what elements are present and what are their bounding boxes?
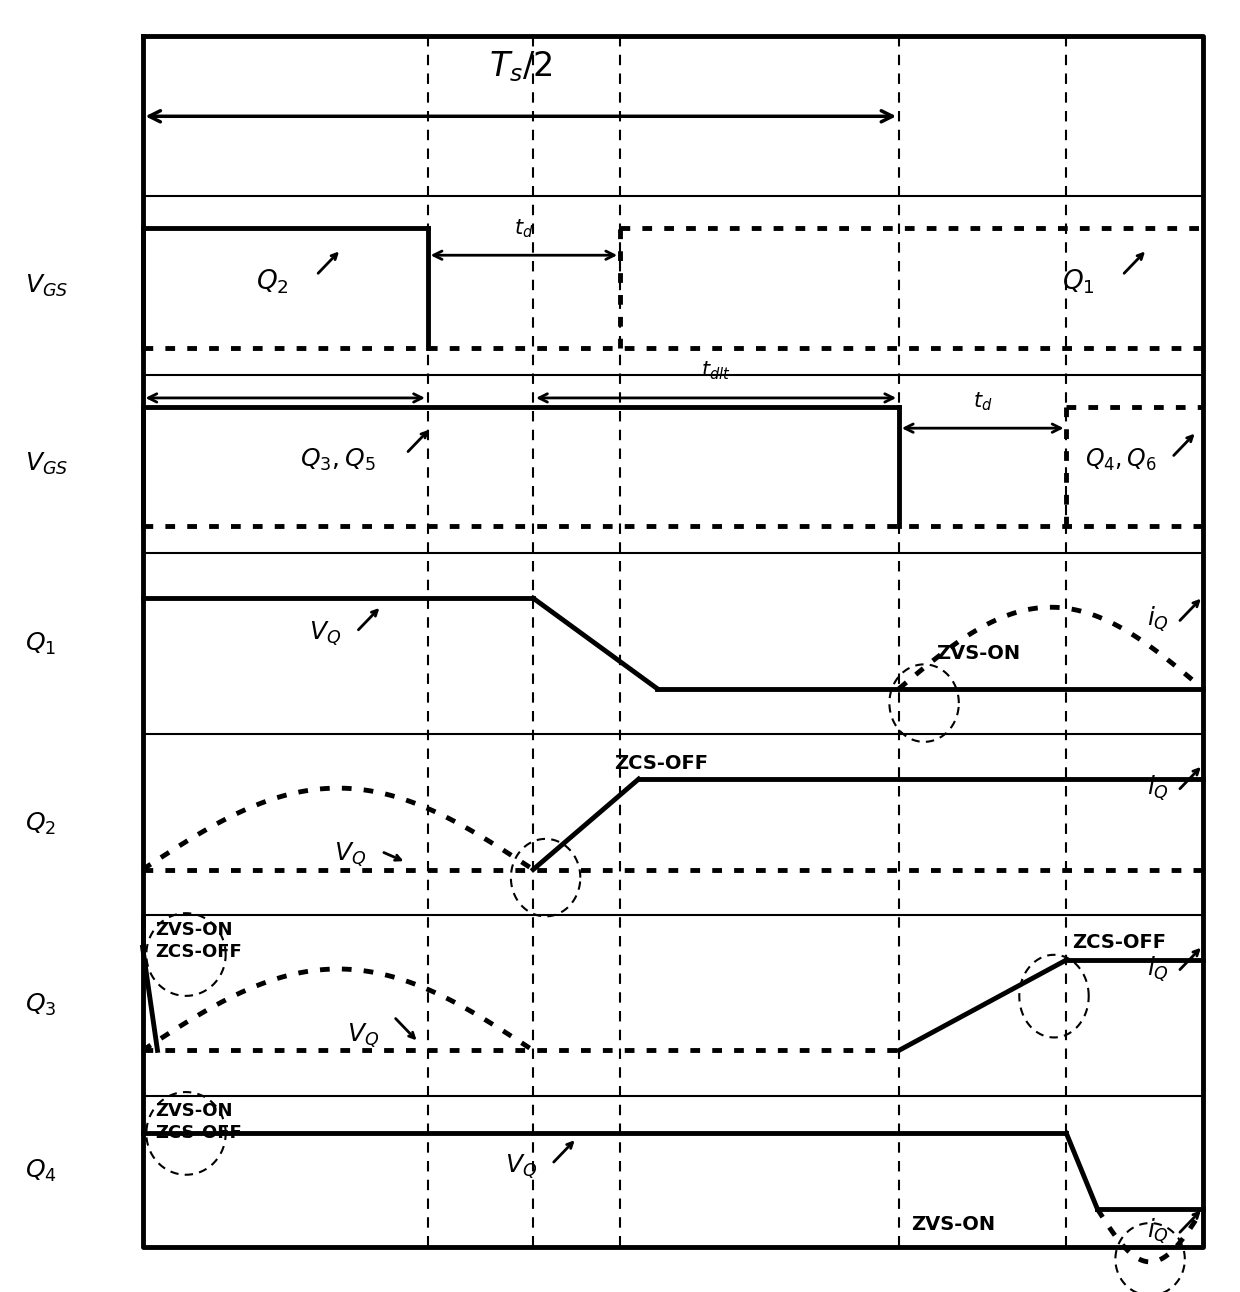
Text: $i_Q$: $i_Q$ [1147,1217,1169,1247]
Text: $Q_3, Q_5$: $Q_3, Q_5$ [300,447,376,473]
Text: $Q_3$: $Q_3$ [25,992,56,1018]
Text: ZCS-OFF: ZCS-OFF [155,1124,242,1142]
Text: ZVS-ON: ZVS-ON [155,1102,233,1120]
Text: $t_{dlt}$: $t_{dlt}$ [702,360,730,382]
Text: $t_d$: $t_d$ [515,217,533,240]
Text: $Q_2$: $Q_2$ [25,811,56,837]
Text: $V_{GS}$: $V_{GS}$ [25,273,68,298]
Text: ZVS-ON: ZVS-ON [911,1214,996,1234]
Text: $V_Q$: $V_Q$ [505,1152,537,1181]
Text: $V_{GS}$: $V_{GS}$ [25,451,68,477]
Text: $i_Q$: $i_Q$ [1147,774,1169,802]
Text: $Q_1$: $Q_1$ [25,630,56,656]
Text: ZCS-OFF: ZCS-OFF [155,943,242,961]
Text: $i_Q$: $i_Q$ [1147,955,1169,983]
Text: $T_s/2$: $T_s/2$ [489,49,553,84]
Text: $Q_1$: $Q_1$ [1063,267,1095,296]
Text: $t_d$: $t_d$ [973,390,992,412]
Text: $Q_4, Q_6$: $Q_4, Q_6$ [1085,447,1157,473]
Text: $V_Q$: $V_Q$ [310,620,341,649]
Text: $i_Q$: $i_Q$ [1147,606,1169,634]
Text: $V_Q$: $V_Q$ [335,841,366,870]
Text: $Q_2$: $Q_2$ [257,267,289,296]
Text: $V_Q$: $V_Q$ [347,1022,378,1050]
Text: ZVS-ON: ZVS-ON [936,645,1021,663]
Text: ZCS-OFF: ZCS-OFF [614,753,708,773]
Text: $Q_4$: $Q_4$ [25,1158,57,1185]
Text: ZCS-OFF: ZCS-OFF [1073,933,1167,952]
Text: ZVS-ON: ZVS-ON [155,921,233,939]
